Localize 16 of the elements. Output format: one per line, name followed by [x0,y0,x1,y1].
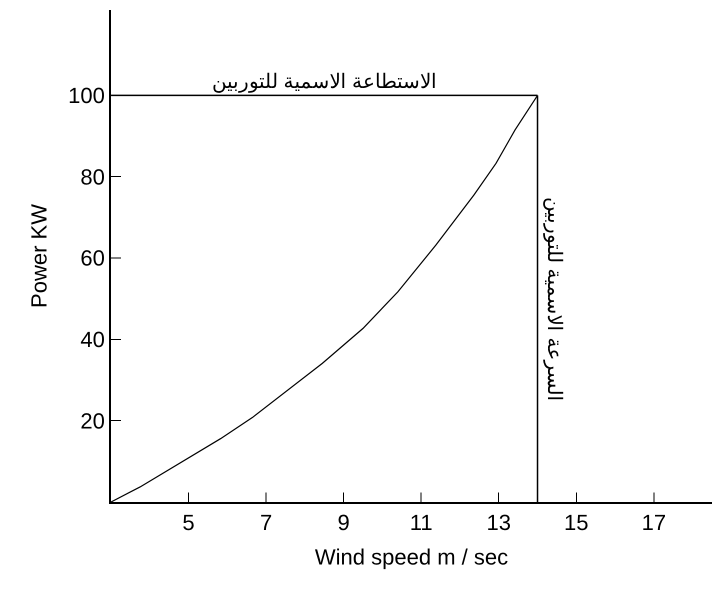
x-tick-label: 9 [338,510,350,536]
y-tick-label: 60 [80,246,105,271]
ref-line-label: السرعة الاسمية للتوربين [543,197,566,402]
x-axis-title: Wind speed m / sec [314,544,508,570]
x-tick-label: 5 [182,510,195,536]
y-axis-title: Power KW [26,204,52,308]
x-tick-label: 15 [564,510,589,536]
y-tick-label: 20 [80,408,105,434]
x-tick-label: 13 [486,510,511,536]
ref-line-label: الاستطاعة الاسمية للتوربين [212,71,438,93]
x-tick-label: 17 [642,510,666,536]
x-tick-label: 11 [410,510,433,536]
y-tick-label: 100 [68,83,105,108]
x-tick-label: 7 [260,510,272,536]
y-tick-label: 40 [80,327,105,352]
y-tick-label: 80 [80,164,105,190]
